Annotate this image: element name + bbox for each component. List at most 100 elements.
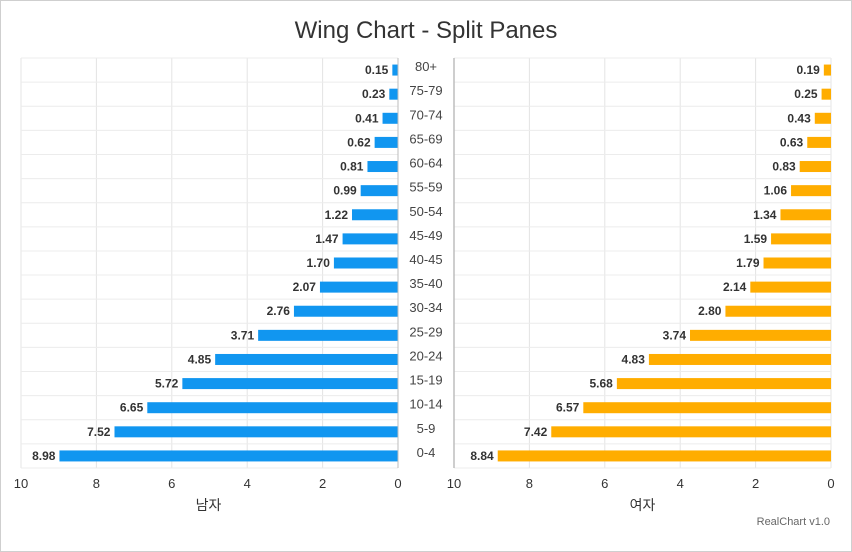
female-value-label: 1.34 bbox=[753, 208, 777, 222]
category-label: 55-59 bbox=[409, 180, 442, 195]
female-bar[interactable] bbox=[725, 305, 831, 317]
left-x-tick-label: 0 bbox=[394, 476, 401, 491]
male-value-label: 2.76 bbox=[267, 304, 291, 318]
male-bar[interactable] bbox=[293, 305, 398, 317]
category-label: 10-14 bbox=[409, 397, 442, 412]
female-bar[interactable] bbox=[763, 257, 831, 269]
female-bar[interactable] bbox=[821, 88, 831, 100]
male-bar[interactable] bbox=[392, 64, 398, 76]
female-value-label: 0.83 bbox=[772, 160, 796, 174]
male-value-label: 0.23 bbox=[362, 87, 386, 101]
female-bar[interactable] bbox=[799, 161, 831, 173]
right-x-tick-label: 6 bbox=[601, 476, 608, 491]
category-label: 5-9 bbox=[417, 421, 436, 436]
female-value-label: 5.68 bbox=[590, 377, 614, 391]
female-value-label: 3.74 bbox=[663, 328, 687, 342]
category-label: 30-34 bbox=[409, 300, 442, 315]
female-bar[interactable] bbox=[616, 378, 831, 390]
category-label: 15-19 bbox=[409, 373, 442, 388]
female-value-label: 1.59 bbox=[744, 232, 768, 246]
left-x-tick-label: 6 bbox=[168, 476, 175, 491]
category-labels: 0-4 5-9 10-14 15-19 20-24 25-29 30-34 35-40 40-4… bbox=[409, 59, 442, 460]
left-x-tick-label: 4 bbox=[244, 476, 251, 491]
category-label: 20-24 bbox=[409, 348, 442, 363]
male-value-label: 4.85 bbox=[188, 352, 212, 366]
category-label: 25-29 bbox=[409, 324, 442, 339]
value-labels: 8.98 7.52 6.65 5.72 4.85 3.71 2.762.07 1.70 1.47… bbox=[32, 63, 820, 463]
male-value-label: 0.99 bbox=[333, 184, 357, 198]
male-bar[interactable] bbox=[215, 353, 398, 365]
male-bar[interactable] bbox=[360, 185, 398, 197]
male-bar[interactable] bbox=[147, 402, 398, 414]
category-label: 70-74 bbox=[409, 107, 442, 122]
male-bar[interactable] bbox=[182, 378, 398, 390]
female-bar[interactable] bbox=[780, 209, 831, 221]
male-bar[interactable] bbox=[367, 161, 398, 173]
male-value-label: 2.07 bbox=[293, 280, 317, 294]
category-label: 0-4 bbox=[417, 445, 436, 460]
category-label: 65-69 bbox=[409, 131, 442, 146]
female-bar[interactable] bbox=[648, 353, 831, 365]
right-x-tick-label: 2 bbox=[752, 476, 759, 491]
female-bar[interactable] bbox=[771, 233, 831, 245]
right-x-tick-label: 10 bbox=[447, 476, 461, 491]
category-label: 75-79 bbox=[409, 83, 442, 98]
female-value-label: 2.14 bbox=[723, 280, 747, 294]
right-x-tick-label: 0 bbox=[827, 476, 834, 491]
category-label: 50-54 bbox=[409, 204, 442, 219]
left-x-tick-label: 2 bbox=[319, 476, 326, 491]
female-value-label: 0.19 bbox=[796, 63, 820, 77]
right-x-tick-label: 8 bbox=[526, 476, 533, 491]
category-label: 60-64 bbox=[409, 156, 442, 171]
male-bar[interactable] bbox=[382, 112, 398, 124]
female-bar[interactable] bbox=[551, 426, 831, 438]
right-x-tick-label: 4 bbox=[677, 476, 684, 491]
male-value-label: 0.15 bbox=[365, 63, 389, 77]
male-bar[interactable] bbox=[59, 450, 398, 462]
female-value-label: 0.25 bbox=[794, 87, 818, 101]
male-value-label: 0.41 bbox=[355, 111, 379, 125]
male-value-label: 1.70 bbox=[307, 256, 331, 270]
left-x-tick-label: 8 bbox=[93, 476, 100, 491]
category-label: 80+ bbox=[415, 59, 437, 74]
male-bar[interactable] bbox=[342, 233, 398, 245]
right-axis-title: 여자 bbox=[630, 497, 656, 513]
female-value-label: 6.57 bbox=[556, 401, 580, 415]
male-bar[interactable] bbox=[319, 281, 398, 293]
male-value-label: 1.47 bbox=[315, 232, 339, 246]
female-value-label: 7.42 bbox=[524, 425, 548, 439]
male-bar[interactable] bbox=[333, 257, 398, 269]
female-value-label: 0.43 bbox=[787, 111, 811, 125]
male-value-label: 7.52 bbox=[87, 425, 111, 439]
female-bar[interactable] bbox=[497, 450, 831, 462]
female-value-label: 8.84 bbox=[470, 449, 494, 463]
male-bar[interactable] bbox=[352, 209, 398, 221]
male-value-label: 3.71 bbox=[231, 328, 255, 342]
chart-title: Wing Chart - Split Panes bbox=[294, 17, 558, 44]
female-value-label: 4.83 bbox=[622, 352, 646, 366]
female-bar[interactable] bbox=[750, 281, 831, 293]
male-bar[interactable] bbox=[389, 88, 398, 100]
male-bar[interactable] bbox=[114, 426, 398, 438]
male-value-label: 8.98 bbox=[32, 449, 56, 463]
female-value-label: 0.63 bbox=[780, 135, 804, 149]
female-bar[interactable] bbox=[791, 185, 831, 197]
female-bar[interactable] bbox=[690, 329, 831, 341]
male-value-label: 0.62 bbox=[347, 135, 371, 149]
male-bar[interactable] bbox=[374, 136, 398, 148]
category-label: 40-45 bbox=[409, 252, 442, 267]
female-value-label: 2.80 bbox=[698, 304, 722, 318]
female-bar[interactable] bbox=[807, 136, 831, 148]
credits-label: RealChart v1.0 bbox=[756, 516, 830, 528]
female-value-label: 1.79 bbox=[736, 256, 760, 270]
female-bar[interactable] bbox=[823, 64, 831, 76]
female-bar[interactable] bbox=[583, 402, 831, 414]
male-bar[interactable] bbox=[258, 329, 398, 341]
male-value-label: 0.81 bbox=[340, 160, 364, 174]
axes: 10 8 6 4 2 0 10 8 6 4 2 0 남자 여자 bbox=[14, 58, 835, 513]
male-value-label: 6.65 bbox=[120, 401, 144, 415]
bars bbox=[59, 64, 831, 462]
male-value-label: 1.22 bbox=[325, 208, 349, 222]
female-bar[interactable] bbox=[814, 112, 831, 124]
